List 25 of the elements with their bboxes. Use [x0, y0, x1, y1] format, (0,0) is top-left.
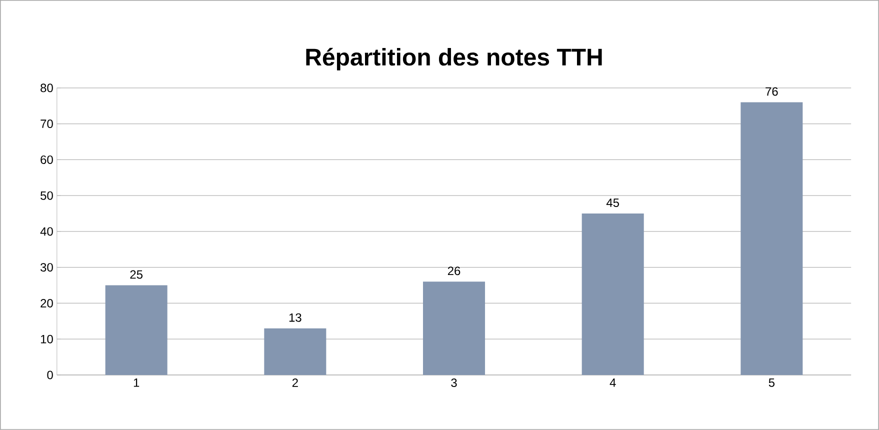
bar: [105, 285, 168, 376]
bar: [740, 102, 803, 376]
data-label: 13: [289, 313, 302, 322]
data-label: 76: [766, 87, 778, 96]
y-tick-label: 50: [40, 191, 53, 200]
y-tick-label: 20: [40, 299, 53, 308]
x-tick-label: 3: [451, 378, 457, 388]
data-label: 26: [448, 266, 460, 276]
chart-title: Répartition des notes TTH: [306, 48, 602, 70]
bar: [582, 214, 644, 376]
y-tick-label: 10: [40, 334, 53, 344]
data-label: 45: [606, 198, 620, 208]
bar: [423, 282, 486, 376]
x-tick-label: 5: [768, 378, 775, 387]
y-tick-label: 40: [40, 227, 53, 236]
data-label: 25: [130, 270, 143, 279]
bar: [264, 328, 326, 376]
x-tick-label: 4: [610, 378, 616, 387]
y-tick-label: 0: [47, 370, 53, 380]
y-tick-label: 30: [40, 263, 53, 272]
y-tick-label: 70: [40, 120, 53, 128]
x-tick-label: 2: [292, 378, 298, 387]
x-tick-label: 1: [134, 378, 140, 387]
y-tick-label: 60: [40, 155, 53, 164]
y-tick-label: 80: [40, 84, 53, 92]
